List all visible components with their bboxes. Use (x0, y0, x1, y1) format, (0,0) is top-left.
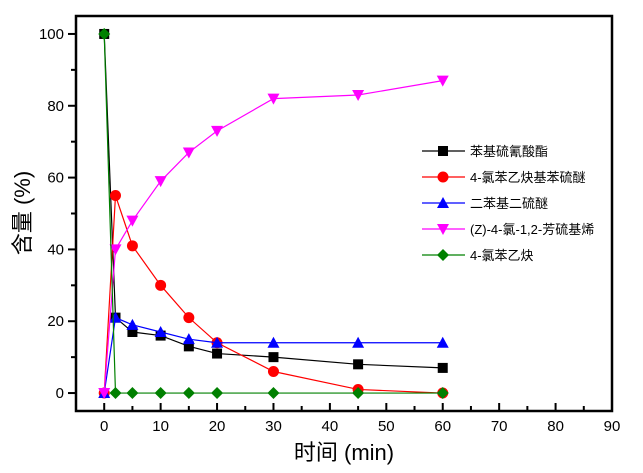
x-tick-label: 0 (100, 418, 108, 435)
y-axis: 0 20 40 60 80 100 (39, 26, 76, 402)
x-tick-label: 80 (547, 418, 564, 435)
legend-item: 苯基硫氰酸酯 (422, 144, 548, 159)
data-point (126, 215, 139, 227)
data-point (267, 366, 279, 377)
legend-marker (437, 197, 449, 208)
y-tick-label: 100 (39, 26, 64, 43)
legend-label: 苯基硫氰酸酯 (470, 144, 548, 159)
x-axis: 0 10 20 30 40 50 60 70 80 90 (100, 403, 620, 435)
legend-item: 4-氯苯乙炔基苯硫醚 (422, 170, 586, 185)
data-point (154, 326, 167, 337)
data-point (267, 336, 280, 348)
legend-item: (Z)-4-氯-1,2-芳硫基烯 (422, 222, 594, 237)
data-point (183, 341, 194, 352)
series-group (98, 27, 449, 400)
data-point (183, 312, 195, 324)
data-point (182, 147, 195, 159)
data-point (109, 387, 122, 400)
data-point (109, 190, 121, 202)
y-axis-title: 含量 (%) (10, 171, 35, 255)
x-tick-label: 40 (322, 418, 339, 435)
data-point (436, 387, 449, 400)
x-tick-label: 50 (378, 418, 395, 435)
y-tick-label: 0 (56, 385, 64, 402)
legend-marker (437, 249, 449, 261)
x-tick-label: 70 (491, 418, 508, 435)
series-4 (98, 75, 449, 400)
x-tick-label: 20 (209, 418, 226, 435)
x-axis-title: 时间 (min) (294, 440, 394, 465)
legend-label: 4-氯苯乙炔 (470, 248, 534, 263)
legend-marker (438, 146, 448, 156)
x-tick-label: 90 (604, 418, 621, 435)
legend-item: 4-氯苯乙炔 (422, 248, 534, 263)
series-5 (98, 27, 449, 400)
series-2 (98, 190, 449, 399)
data-point (211, 125, 224, 137)
series-line (103, 33, 443, 369)
data-point (437, 362, 448, 373)
plot-frame (74, 14, 614, 413)
data-point (212, 348, 223, 359)
data-point (126, 318, 139, 330)
legend-label: 4-氯苯乙炔基苯硫醚 (470, 170, 586, 185)
data-point (109, 244, 122, 256)
data-point (182, 387, 195, 400)
legend-marker (437, 224, 449, 235)
data-point (126, 387, 139, 400)
data-point (109, 311, 122, 323)
legend-label: (Z)-4-氯-1,2-芳硫基烯 (470, 222, 594, 237)
data-point (155, 279, 167, 291)
legend-item: 二苯基二硫醚 (422, 196, 548, 211)
legend-label: 二苯基二硫醚 (470, 196, 548, 211)
series-3 (98, 311, 449, 399)
data-point (98, 27, 111, 40)
data-point (267, 93, 280, 105)
y-tick-label: 40 (47, 241, 64, 258)
x-tick-label: 10 (152, 418, 169, 435)
data-point (436, 336, 449, 348)
data-point (211, 336, 224, 348)
data-point (352, 90, 365, 101)
data-point (154, 176, 167, 188)
x-tick-label: 60 (434, 418, 451, 435)
data-point (352, 336, 365, 348)
series-line (103, 195, 443, 394)
data-point (154, 387, 167, 400)
data-point (98, 388, 111, 400)
data-point (182, 333, 195, 345)
x-tick-label: 30 (265, 418, 282, 435)
data-point (352, 387, 365, 400)
data-point (436, 75, 449, 87)
data-point (211, 387, 224, 400)
data-point (353, 359, 364, 370)
data-point (126, 240, 138, 252)
data-point (268, 352, 279, 363)
series-1 (99, 28, 448, 373)
legend-marker (437, 171, 449, 183)
y-tick-label: 60 (47, 170, 64, 187)
data-point (127, 327, 138, 337)
y-tick-label: 80 (47, 98, 64, 115)
y-tick-label: 20 (47, 313, 64, 330)
data-point (267, 387, 280, 400)
